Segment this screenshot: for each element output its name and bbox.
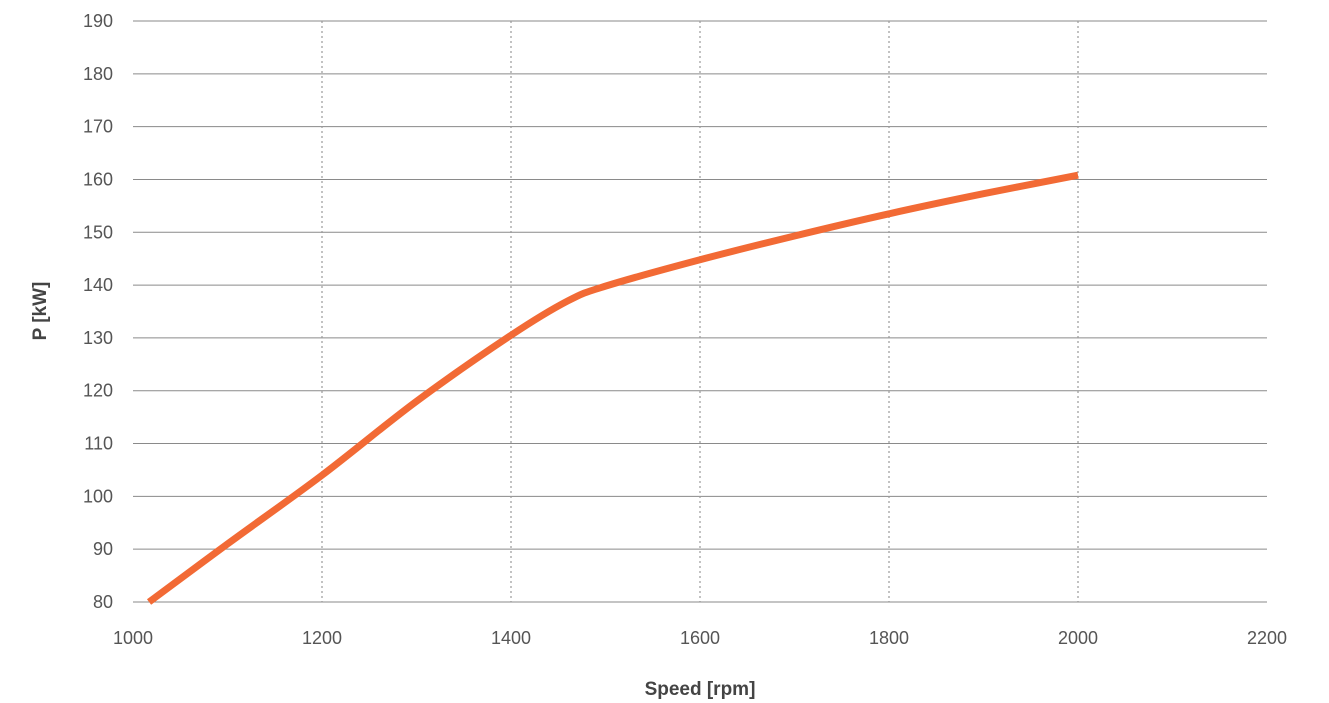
y-tick-label: 110 [84, 434, 113, 454]
y-tick-label: 140 [83, 275, 113, 295]
y-tick-label: 150 [83, 222, 113, 242]
x-tick-label: 1600 [680, 628, 720, 648]
series-line-0 [146, 171, 1079, 605]
y-tick-label: 130 [83, 328, 113, 348]
y-axis-tick-labels: 80 90 100 110 120 130 140 150 160 170 180 190 [83, 11, 113, 612]
y-tick-label: 160 [83, 169, 113, 189]
y-tick-label: 180 [83, 64, 113, 84]
y-tick-label: 80 [93, 592, 113, 612]
x-tick-label: 2000 [1058, 628, 1098, 648]
y-tick-label: 120 [83, 381, 113, 401]
y-tick-label: 100 [83, 486, 113, 506]
x-tick-label: 1000 [113, 628, 153, 648]
x-tick-label: 1800 [869, 628, 909, 648]
series-group [146, 171, 1079, 605]
y-tick-label: 190 [83, 11, 113, 31]
x-axis-tick-labels: 1000 1200 1400 1600 1800 2000 2200 [113, 628, 1287, 648]
x-tick-label: 2200 [1247, 628, 1287, 648]
vertical-gridlines [321, 21, 1079, 602]
y-tick-label: 170 [83, 117, 113, 137]
x-tick-label: 1200 [302, 628, 342, 648]
y-axis-title: P [kW] [30, 282, 51, 341]
y-tick-label: 90 [93, 539, 113, 559]
x-axis-title: Speed [rpm] [645, 679, 756, 700]
x-tick-label: 1400 [491, 628, 531, 648]
